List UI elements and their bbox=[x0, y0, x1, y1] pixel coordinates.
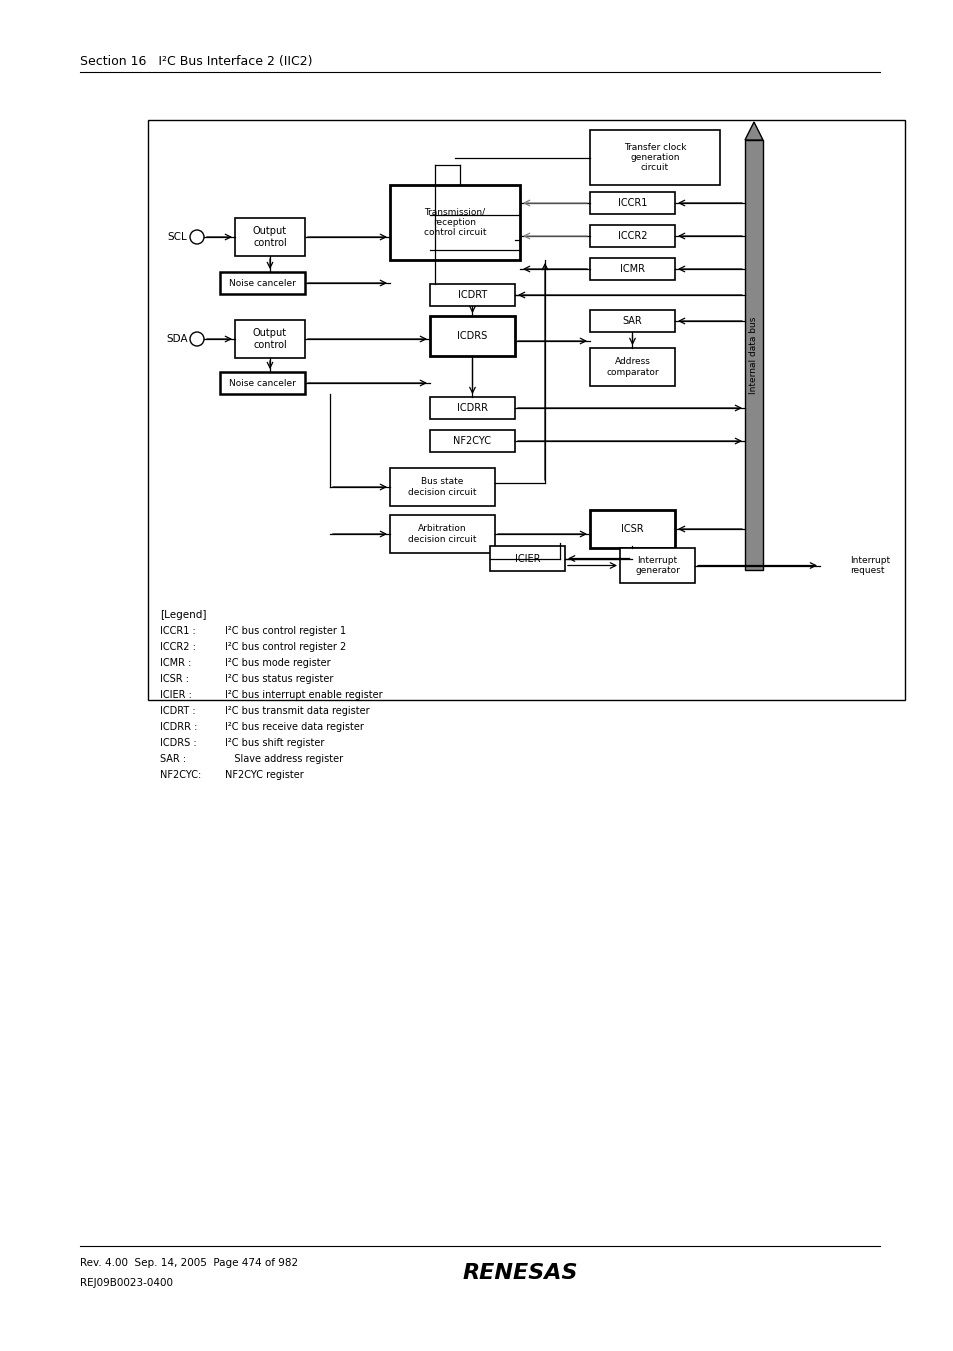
Text: ICDRS: ICDRS bbox=[456, 331, 487, 340]
FancyBboxPatch shape bbox=[430, 397, 515, 419]
Text: I²C bus control register 1: I²C bus control register 1 bbox=[225, 626, 346, 636]
FancyBboxPatch shape bbox=[148, 120, 904, 700]
Text: I²C bus transmit data register: I²C bus transmit data register bbox=[225, 707, 369, 716]
Text: SDA: SDA bbox=[166, 334, 188, 345]
FancyBboxPatch shape bbox=[390, 515, 495, 553]
Text: Bus state
decision circuit: Bus state decision circuit bbox=[408, 477, 476, 497]
FancyBboxPatch shape bbox=[220, 372, 305, 394]
FancyBboxPatch shape bbox=[390, 467, 495, 507]
Text: ICIER :: ICIER : bbox=[160, 690, 192, 700]
FancyBboxPatch shape bbox=[430, 316, 515, 357]
Text: ICCR2 :: ICCR2 : bbox=[160, 642, 195, 653]
Text: SCL: SCL bbox=[167, 232, 187, 242]
FancyBboxPatch shape bbox=[619, 549, 695, 584]
Text: Interrupt
generator: Interrupt generator bbox=[635, 555, 679, 576]
FancyBboxPatch shape bbox=[430, 430, 515, 453]
FancyBboxPatch shape bbox=[589, 226, 675, 247]
Text: I²C bus interrupt enable register: I²C bus interrupt enable register bbox=[225, 690, 382, 700]
FancyBboxPatch shape bbox=[234, 320, 305, 358]
Text: ICIER: ICIER bbox=[515, 554, 539, 563]
Text: RENESAS: RENESAS bbox=[462, 1263, 578, 1283]
Text: I²C bus shift register: I²C bus shift register bbox=[225, 738, 324, 748]
Text: SAR :: SAR : bbox=[160, 754, 186, 765]
Text: NF2CYC register: NF2CYC register bbox=[225, 770, 303, 780]
Text: NF2CYC:: NF2CYC: bbox=[160, 770, 201, 780]
Text: I²C bus control register 2: I²C bus control register 2 bbox=[225, 642, 346, 653]
Text: ICMR: ICMR bbox=[619, 263, 644, 274]
Text: Rev. 4.00  Sep. 14, 2005  Page 474 of 982: Rev. 4.00 Sep. 14, 2005 Page 474 of 982 bbox=[80, 1258, 297, 1269]
FancyBboxPatch shape bbox=[490, 546, 564, 571]
FancyBboxPatch shape bbox=[589, 130, 720, 185]
Text: ICCR1 :: ICCR1 : bbox=[160, 626, 195, 636]
Text: NF2CYC: NF2CYC bbox=[453, 436, 491, 446]
Text: I²C bus status register: I²C bus status register bbox=[225, 674, 333, 684]
Text: ICDRT :: ICDRT : bbox=[160, 707, 195, 716]
Text: Output
control: Output control bbox=[253, 226, 287, 247]
FancyBboxPatch shape bbox=[430, 284, 515, 305]
Text: ICDRR: ICDRR bbox=[456, 403, 488, 413]
FancyBboxPatch shape bbox=[744, 141, 762, 570]
Text: ICCR1: ICCR1 bbox=[618, 199, 646, 208]
Text: ICDRT: ICDRT bbox=[457, 290, 487, 300]
FancyBboxPatch shape bbox=[390, 185, 519, 259]
Text: Noise canceler: Noise canceler bbox=[229, 378, 295, 388]
FancyBboxPatch shape bbox=[589, 309, 675, 332]
Text: ICCR2: ICCR2 bbox=[618, 231, 646, 240]
Text: Interrupt
request: Interrupt request bbox=[849, 555, 889, 576]
Text: Internal data bus: Internal data bus bbox=[749, 316, 758, 393]
FancyBboxPatch shape bbox=[589, 509, 675, 549]
Text: [Legend]: [Legend] bbox=[160, 611, 206, 620]
Text: ICSR :: ICSR : bbox=[160, 674, 189, 684]
Text: ICDRR :: ICDRR : bbox=[160, 721, 197, 732]
Text: I²C bus receive data register: I²C bus receive data register bbox=[225, 721, 363, 732]
Text: I²C bus mode register: I²C bus mode register bbox=[225, 658, 331, 667]
Text: ICSR: ICSR bbox=[620, 524, 643, 534]
Text: ICMR :: ICMR : bbox=[160, 658, 192, 667]
Text: REJ09B0023-0400: REJ09B0023-0400 bbox=[80, 1278, 172, 1288]
Text: Transmission/
reception
control circuit: Transmission/ reception control circuit bbox=[423, 208, 486, 238]
Text: Arbitration
decision circuit: Arbitration decision circuit bbox=[408, 524, 476, 543]
Text: SAR: SAR bbox=[622, 316, 641, 326]
FancyBboxPatch shape bbox=[589, 349, 675, 386]
Text: Address
comparator: Address comparator bbox=[605, 357, 659, 377]
Polygon shape bbox=[744, 122, 762, 141]
FancyBboxPatch shape bbox=[589, 258, 675, 280]
Text: Slave address register: Slave address register bbox=[225, 754, 343, 765]
Text: Transfer clock
generation
circuit: Transfer clock generation circuit bbox=[623, 143, 685, 173]
Text: Output
control: Output control bbox=[253, 328, 287, 350]
FancyBboxPatch shape bbox=[234, 218, 305, 255]
FancyBboxPatch shape bbox=[220, 272, 305, 295]
Text: Noise canceler: Noise canceler bbox=[229, 278, 295, 288]
FancyBboxPatch shape bbox=[589, 192, 675, 213]
Text: ICDRS :: ICDRS : bbox=[160, 738, 196, 748]
Text: Section 16   I²C Bus Interface 2 (IIC2): Section 16 I²C Bus Interface 2 (IIC2) bbox=[80, 54, 313, 68]
